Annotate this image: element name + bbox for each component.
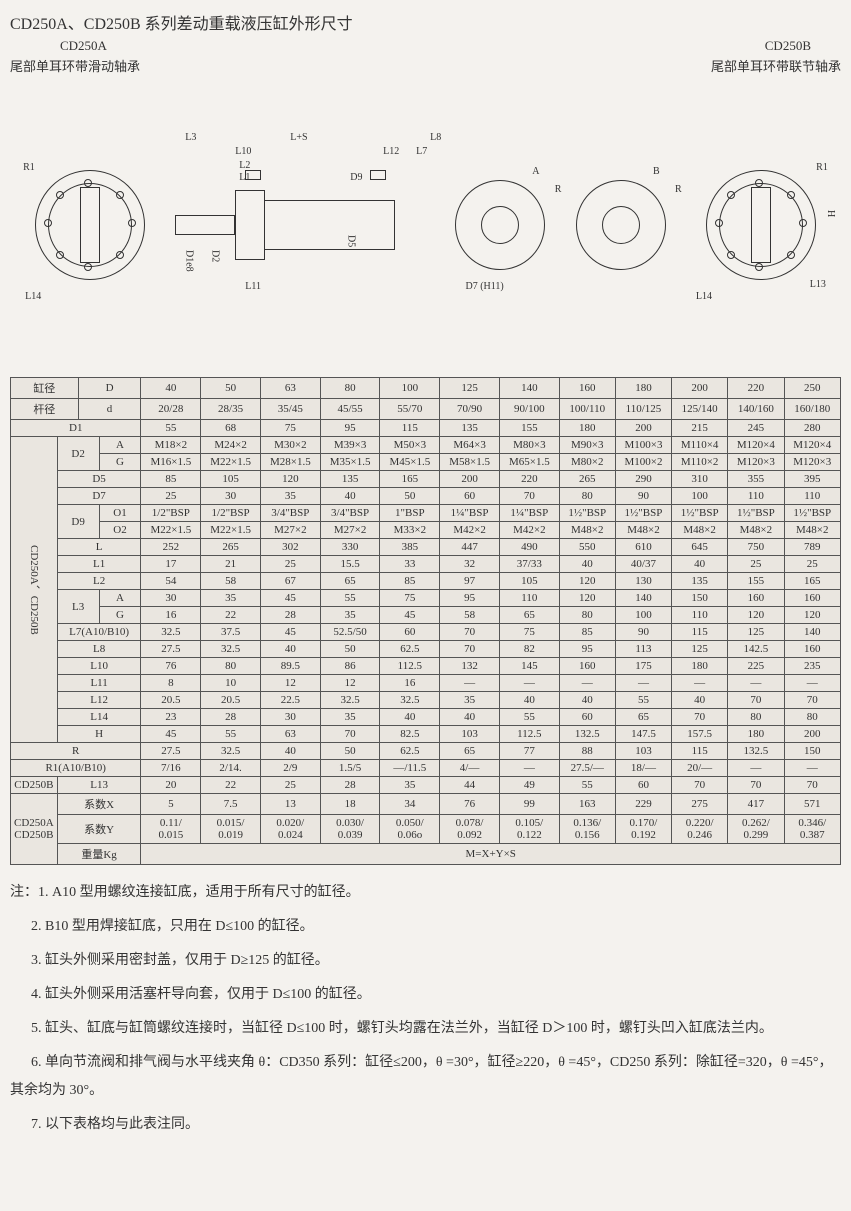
row-rod: 杆径 d 20/2828/35 35/4545/55 55/7070/90 90… xyxy=(11,399,841,420)
note-3: 3. 缸头外侧采用密封盖，仅用于 D≥125 的缸径。 xyxy=(10,947,841,975)
side-main: CD250A、CD250B xyxy=(11,437,58,743)
model-right: CD250B xyxy=(765,38,811,54)
dim-l7: L7 xyxy=(416,146,427,157)
dim-l13: L13 xyxy=(810,279,826,290)
dim-r1b: R1 xyxy=(816,162,828,173)
dim-d1e8: D1e8 xyxy=(183,250,194,272)
dim-l14b: L14 xyxy=(696,291,712,302)
note-1: 注：1. A10 型用螺纹连接缸底，适用于所有尺寸的缸径。 xyxy=(10,879,841,907)
note-2: 2. B10 型用焊接缸底，只用在 D≤100 的缸径。 xyxy=(10,913,841,941)
note-6: 6. 单向节流阀和排气阀与水平线夹角 θ：CD350 系列：缸径≤200，θ =… xyxy=(10,1049,841,1105)
subtitle-right: 尾部单耳环带联节轴承 xyxy=(711,56,841,75)
dim-d2: D2 xyxy=(209,250,220,262)
dim-l3: L3 xyxy=(185,132,196,143)
note-7: 7. 以下表格均与此表注同。 xyxy=(10,1111,841,1139)
dim-h: H xyxy=(825,210,836,217)
technical-diagram: R1 L14 L3 L+S L8 L10 L12 L7 L2 L1 D9 D1e… xyxy=(10,85,841,365)
dim-l11: L11 xyxy=(245,281,261,292)
dim-ls: L+S xyxy=(290,132,307,143)
side-b: CD250B xyxy=(11,777,58,794)
side-ab: CD250A CD250B xyxy=(11,794,58,865)
row-bore: 缸径 D 4050 6380 100125 140160 180200 2202… xyxy=(11,378,841,399)
spec-table: 缸径 D 4050 6380 100125 140160 180200 2202… xyxy=(10,377,841,865)
dim-a: A xyxy=(532,166,539,177)
dim-d7: D7 (H11) xyxy=(465,281,503,292)
dim-d5: D5 xyxy=(345,235,356,247)
dim-l10: L10 xyxy=(235,146,251,157)
dim-b: B xyxy=(653,166,660,177)
dim-r1: R1 xyxy=(23,162,35,173)
note-4: 4. 缸头外侧采用活塞杆导向套，仅用于 D≤100 的缸径。 xyxy=(10,981,841,1009)
subtitle-left: 尾部单耳环带滑动轴承 xyxy=(10,56,140,75)
note-5: 5. 缸头、缸底与缸筒螺纹连接时，当缸径 D≤100 时，螺钉头均露在法兰外，当… xyxy=(10,1015,841,1043)
footnotes: 注：1. A10 型用螺纹连接缸底，适用于所有尺寸的缸径。 2. B10 型用焊… xyxy=(10,879,841,1139)
dim-l12: L12 xyxy=(383,146,399,157)
dim-l8: L8 xyxy=(430,132,441,143)
dim-l14: L14 xyxy=(25,291,41,302)
dim-r-a: R xyxy=(555,184,562,195)
page-title: CD250A、CD250B 系列差动重载液压缸外形尺寸 xyxy=(10,10,841,34)
model-left: CD250A xyxy=(60,38,107,54)
dim-r-b: R xyxy=(675,184,682,195)
